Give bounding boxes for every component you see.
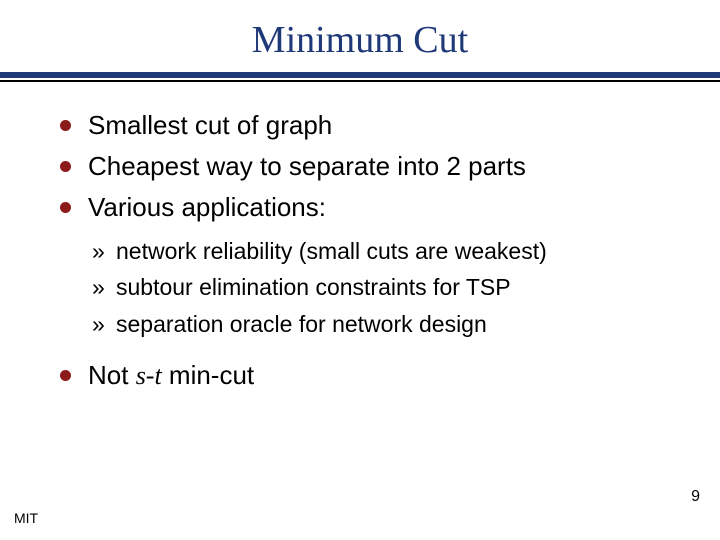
bullet-text: Various applications: (88, 192, 326, 222)
sub-bullet-list: » network reliability (small cuts are we… (60, 235, 680, 340)
bullet-text: Smallest cut of graph (88, 110, 332, 140)
slide: Minimum Cut Smallest cut of graph Cheape… (0, 0, 720, 540)
title-rule (0, 72, 720, 82)
sub-bullet-text: network reliability (small cuts are weak… (116, 238, 547, 264)
footer-affiliation: MIT (14, 510, 38, 526)
sub-bullet-text: separation oracle for network design (116, 311, 487, 337)
rule-thick (0, 72, 720, 78)
raquo-icon: » (92, 308, 105, 340)
bullet-item: Smallest cut of graph (60, 108, 680, 143)
sub-bullet-text: subtour elimination constraints for TSP (116, 274, 511, 300)
bullet-dot-icon (60, 370, 71, 381)
bullet-dot-icon (60, 120, 71, 131)
bullet-list: Smallest cut of graph Cheapest way to se… (60, 108, 680, 225)
sub-bullet-item: » separation oracle for network design (60, 308, 680, 340)
bullet-item: Not s-t min-cut (60, 358, 680, 393)
slide-title: Minimum Cut (0, 18, 720, 62)
raquo-icon: » (92, 271, 105, 303)
content-area: Smallest cut of graph Cheapest way to se… (0, 82, 720, 393)
sub-bullet-item: » subtour elimination constraints for TS… (60, 271, 680, 303)
bullet-item: Various applications: (60, 190, 680, 225)
bullet-text: Cheapest way to separate into 2 parts (88, 151, 526, 181)
raquo-icon: » (92, 235, 105, 267)
not-suffix: min-cut (162, 360, 254, 390)
sub-bullet-item: » network reliability (small cuts are we… (60, 235, 680, 267)
bullet-dot-icon (60, 202, 71, 213)
page-number: 9 (691, 488, 700, 506)
not-prefix: Not (88, 360, 136, 390)
not-italic: s-t (136, 361, 162, 390)
bullet-dot-icon (60, 161, 71, 172)
bullet-item: Cheapest way to separate into 2 parts (60, 149, 680, 184)
bullet-list-bottom: Not s-t min-cut (60, 358, 680, 393)
bullet-text-not: Not s-t min-cut (88, 360, 254, 390)
